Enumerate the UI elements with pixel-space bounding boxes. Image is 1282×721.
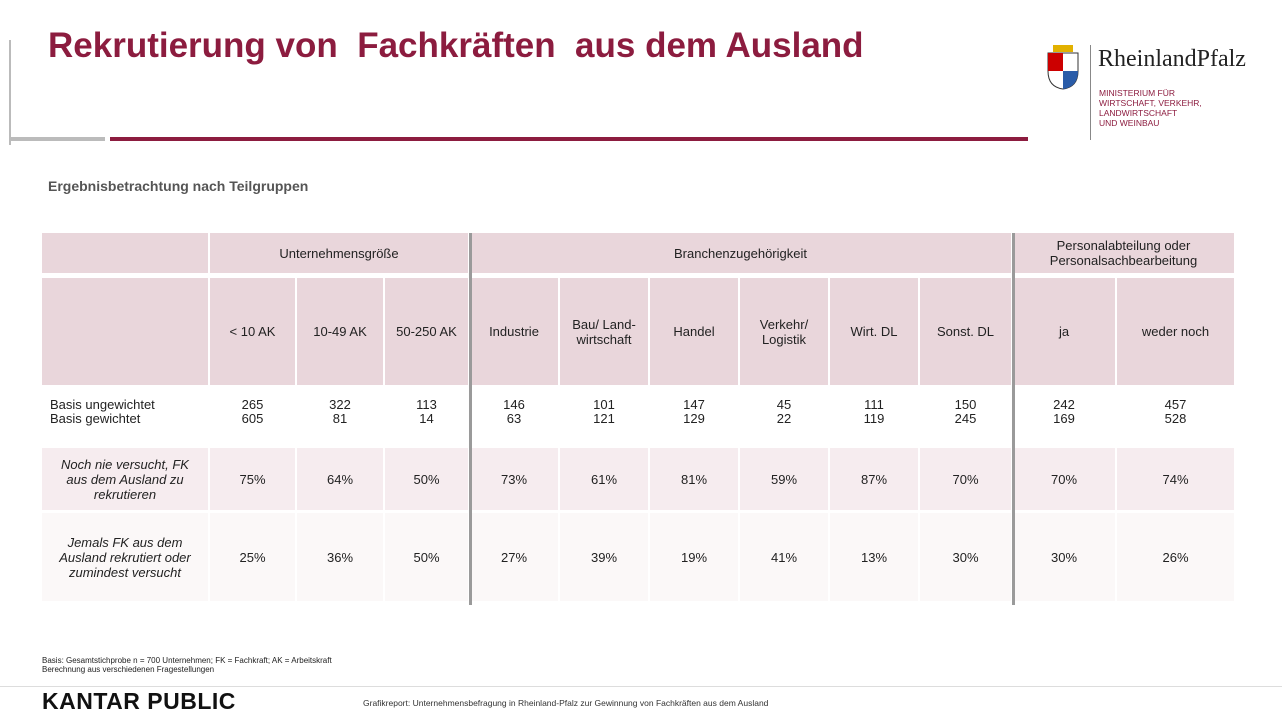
row-value: 41% [740,513,828,601]
basis-value: 146 [503,396,525,412]
row-value: 75% [210,448,295,510]
basis-value: 129 [683,410,705,426]
row-value: 13% [830,513,918,601]
basis-value: 81 [332,410,348,426]
basis-value: 169 [1053,410,1075,426]
column-header: < 10 AK [210,278,295,385]
basis-value: 101 [593,396,615,412]
column-header: Verkehr/ Logistik [740,278,828,385]
basis-value: 265 [241,396,264,412]
row-value: 74% [1117,448,1234,510]
row-value: 70% [920,448,1011,510]
ministry-line: WIRTSCHAFT, VERKEHR, [1099,98,1202,108]
column-header: weder noch [1117,278,1234,385]
basis-value: 605 [241,410,264,426]
ministry-line: MINISTERIUM FÜR [1099,88,1176,98]
group-header-empty [42,233,208,273]
row-value: 59% [740,448,828,510]
row-value: 19% [650,513,738,601]
report: Grafikreport: Unternehmensbefragung in R… [363,698,769,708]
note: Basis: Gesamtstichprobe n = 700 Unterneh… [42,656,332,665]
column-header-empty [42,278,208,385]
group-separator [469,233,472,605]
row-value: 30% [920,513,1011,601]
column-header: Bau/ Land-wirtschaft [560,278,648,385]
basis-value: 322 [329,396,351,412]
row-value: 81% [650,448,738,510]
basis-label: Basis gewichtet [50,410,141,426]
row-value: 30% [1013,513,1115,601]
row-value: 87% [830,448,918,510]
row-value: 50% [385,513,468,601]
column-header: Industrie [470,278,558,385]
title-rule [110,137,1028,141]
column-header: Handel [650,278,738,385]
column-header: 50-250 AK [385,278,468,385]
basis-value: 528 [1164,410,1187,426]
gray-bar [10,137,105,141]
column-header: ja [1013,278,1115,385]
subtitle: Ergebnisbetrachtung nach Teilgruppen [48,178,309,194]
note: Berechnung aus verschiedenen Fragestellu… [42,665,215,674]
basis-value: 113 [416,396,437,412]
title: Rekrutierung von Fachkräften aus dem Aus… [48,26,864,65]
row-value: 73% [470,448,558,510]
ministry-line: LANDWIRTSCHAFT [1099,108,1178,118]
column-header: Sonst. DL [920,278,1011,385]
basis-value: 119 [863,410,885,426]
coat-of-arms [1047,45,1079,90]
basis-value: 150 [954,396,977,412]
row-value: 70% [1013,448,1115,510]
basis-value: 457 [1164,396,1187,412]
basis-value: 121 [593,410,615,426]
basis-value: 111 [864,396,884,412]
row-value: 39% [560,513,648,601]
basis-value: 242 [1053,396,1075,412]
basis-value: 147 [683,396,705,412]
row-value: 27% [470,513,558,601]
column-header: Wirt. DL [830,278,918,385]
group-separator [1012,233,1015,605]
brand: KANTAR PUBLIC [42,688,236,714]
basis-value: 22 [776,410,792,426]
ministry: MINISTERIUM FÜR WIRTSCHAFT, VERKEHR, LANDW… [1099,88,1202,128]
basis-value: 14 [419,410,434,426]
basis-label: Basis ungewichtet [50,396,155,412]
basis-value: 245 [954,410,977,426]
group-header: Branchenzugehörigkeit [470,233,1011,273]
row-value: 25% [210,513,295,601]
footer-rule [0,686,1282,687]
row-value: 64% [297,448,383,510]
logo-divider [1090,45,1091,140]
basis-value: 63 [506,410,522,426]
basis-value: 45 [776,396,792,412]
group-header: Personalabteilung oder Personalsachbearb… [1013,233,1234,273]
ministry-line: UND WEINBAU [1099,118,1160,128]
row-label: Noch nie versucht, FK aus dem Ausland zu… [42,448,208,510]
row-value: 36% [297,513,383,601]
notes: Basis: Gesamtstichprobe n = 700 Unterneh… [42,656,332,674]
left-rule [9,40,11,145]
row-label: Jemals FK aus dem Ausland rekrutiert ode… [42,513,208,601]
row-value: 50% [385,448,468,510]
row-value: 61% [560,448,648,510]
row-value: 26% [1117,513,1234,601]
group-header: Unternehmensgröße [210,233,468,273]
column-header: 10-49 AK [297,278,383,385]
logo-name: RheinlandPfalz [1098,46,1246,72]
